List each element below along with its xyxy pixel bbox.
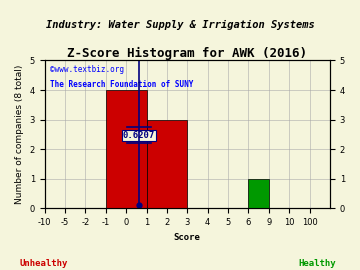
Text: Unhealthy: Unhealthy bbox=[19, 259, 67, 268]
Title: Z-Score Histogram for AWK (2016): Z-Score Histogram for AWK (2016) bbox=[67, 48, 307, 60]
Text: The Research Foundation of SUNY: The Research Foundation of SUNY bbox=[50, 80, 194, 89]
Text: Industry: Water Supply & Irrigation Systems: Industry: Water Supply & Irrigation Syst… bbox=[46, 20, 314, 30]
Text: ©www.textbiz.org: ©www.textbiz.org bbox=[50, 65, 124, 74]
Bar bbox=[106, 90, 147, 208]
Y-axis label: Number of companies (8 total): Number of companies (8 total) bbox=[15, 65, 24, 204]
Bar bbox=[147, 120, 187, 208]
Bar bbox=[248, 179, 269, 208]
Text: Healthy: Healthy bbox=[298, 259, 336, 268]
X-axis label: Score: Score bbox=[174, 232, 201, 241]
Text: 0.6207: 0.6207 bbox=[123, 131, 155, 140]
